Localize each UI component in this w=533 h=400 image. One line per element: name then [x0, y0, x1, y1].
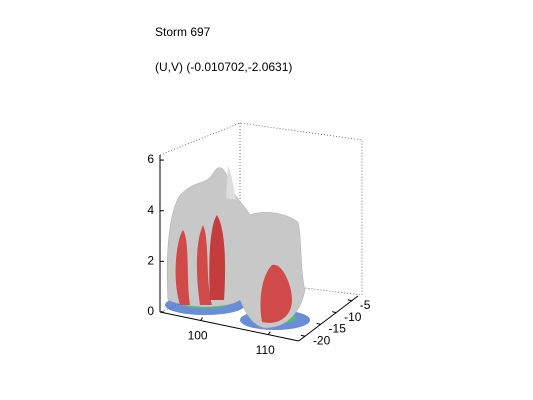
box-edge: [239, 279, 363, 296]
chart-title: Storm 697: [155, 25, 211, 39]
x-tick-label: 100: [188, 329, 208, 343]
red-surface: [175, 230, 190, 305]
z-tick-label: 0: [147, 304, 154, 318]
x-tick-label: 110: [256, 343, 275, 357]
y-tick-label: -15: [329, 322, 347, 336]
z-tick-label: 4: [147, 203, 154, 217]
y-tick: [347, 299, 352, 302]
y-tick: [332, 311, 337, 314]
red-surface: [196, 225, 212, 305]
y-tick-label: -10: [344, 310, 362, 324]
y-axis: [298, 295, 359, 342]
z-tick-label: 6: [147, 152, 154, 166]
x-axis: [159, 311, 299, 342]
x-tick: [267, 331, 271, 335]
red-surface: [260, 264, 292, 323]
x-tick: [200, 317, 204, 321]
y-tick-label: -20: [313, 333, 331, 347]
isosurfaces: [165, 165, 310, 330]
y-tick-label: -5: [360, 298, 371, 312]
chart-subtitle: (U,V) (-0.010702,-2.0631): [155, 60, 292, 74]
z-tick-label: 2: [147, 254, 154, 268]
gray-surface: [226, 165, 236, 200]
red-surface: [209, 215, 226, 300]
box-edge: [159, 122, 363, 295]
y-tick: [300, 334, 306, 337]
y-tick: [316, 322, 321, 325]
